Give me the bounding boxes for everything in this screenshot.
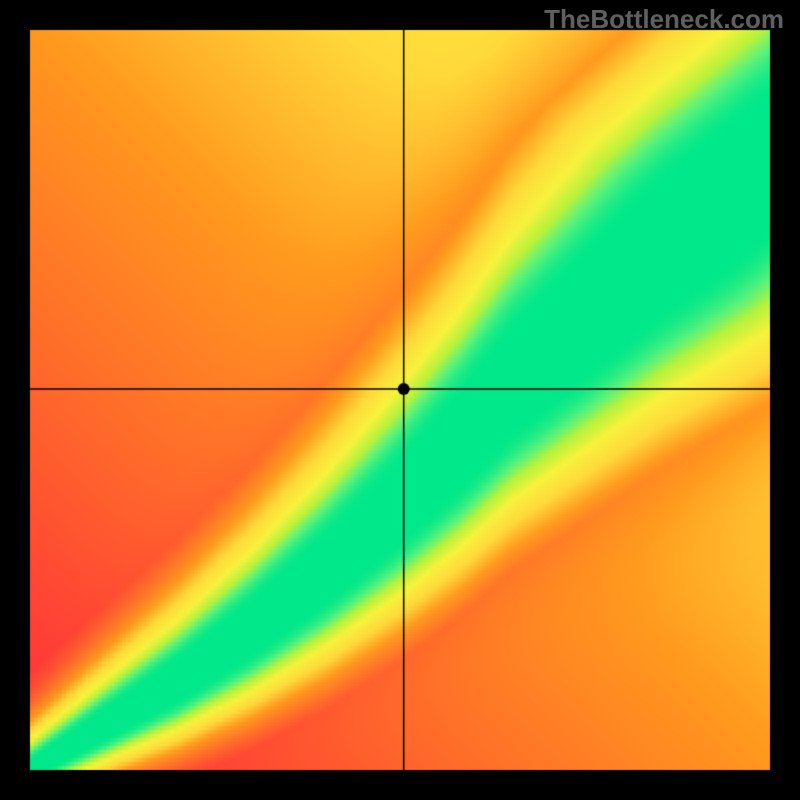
heatmap-canvas [0, 0, 800, 800]
watermark-text: TheBottleneck.com [544, 4, 784, 35]
